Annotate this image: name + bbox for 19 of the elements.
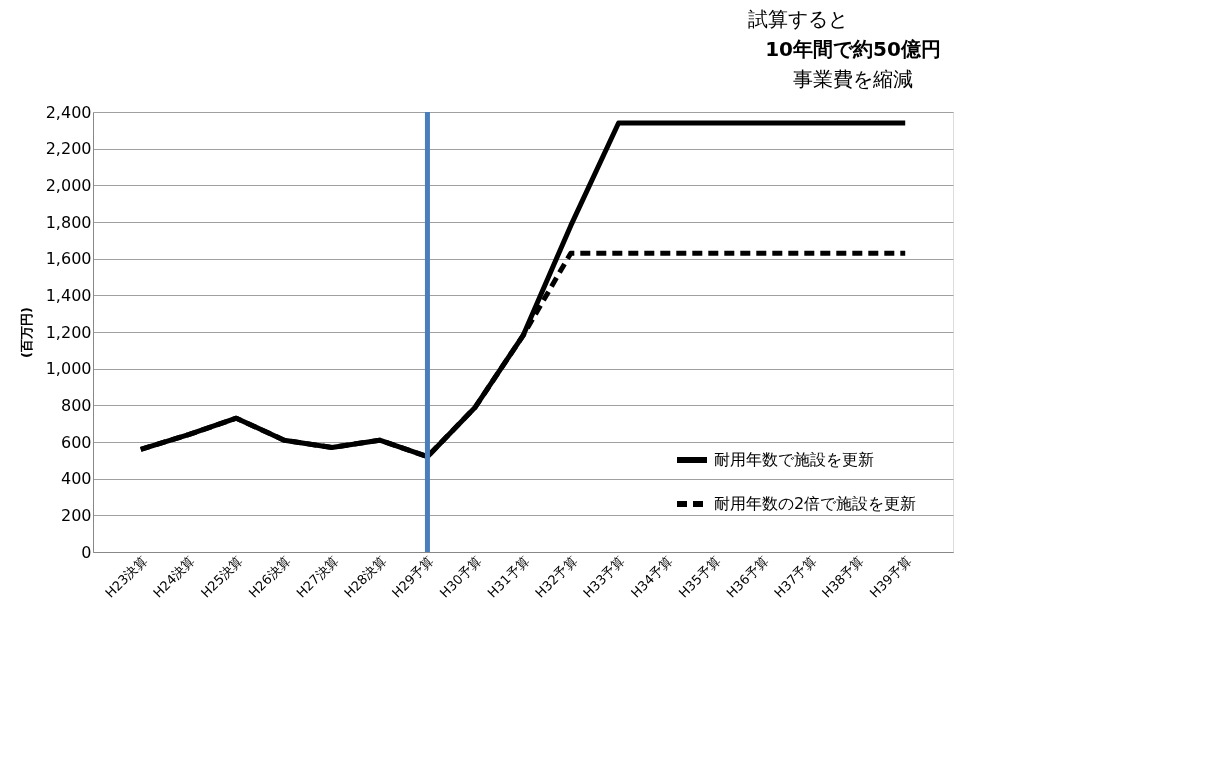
text: 事業費を縮減: [793, 67, 913, 91]
y-tick-label: 0: [81, 542, 92, 562]
text: 10年間で約50億円: [765, 37, 941, 61]
text: 試算すると: [748, 7, 848, 31]
legend-label: 耐用年数で施設を更新: [714, 450, 874, 469]
y-tick-label: 1,200: [45, 322, 92, 342]
y-tick-label: 200: [60, 505, 92, 525]
y-tick-label: 1,800: [45, 212, 92, 232]
y-tick-label: 2,000: [45, 175, 92, 195]
y-tick-label: 800: [60, 395, 92, 415]
y-tick-label: 1,000: [45, 359, 92, 379]
y-tick-label: 400: [60, 469, 92, 489]
y-axis-title: (百万円): [18, 307, 34, 358]
y-tick-label: 600: [60, 432, 92, 452]
legend-label: 耐用年数の2倍で施設を更新: [714, 494, 917, 513]
y-tick-label: 2,200: [45, 139, 92, 159]
y-tick-label: 1,600: [45, 249, 92, 269]
y-tick-label: 2,400: [45, 102, 92, 122]
y-tick-label: 1,400: [45, 285, 92, 305]
